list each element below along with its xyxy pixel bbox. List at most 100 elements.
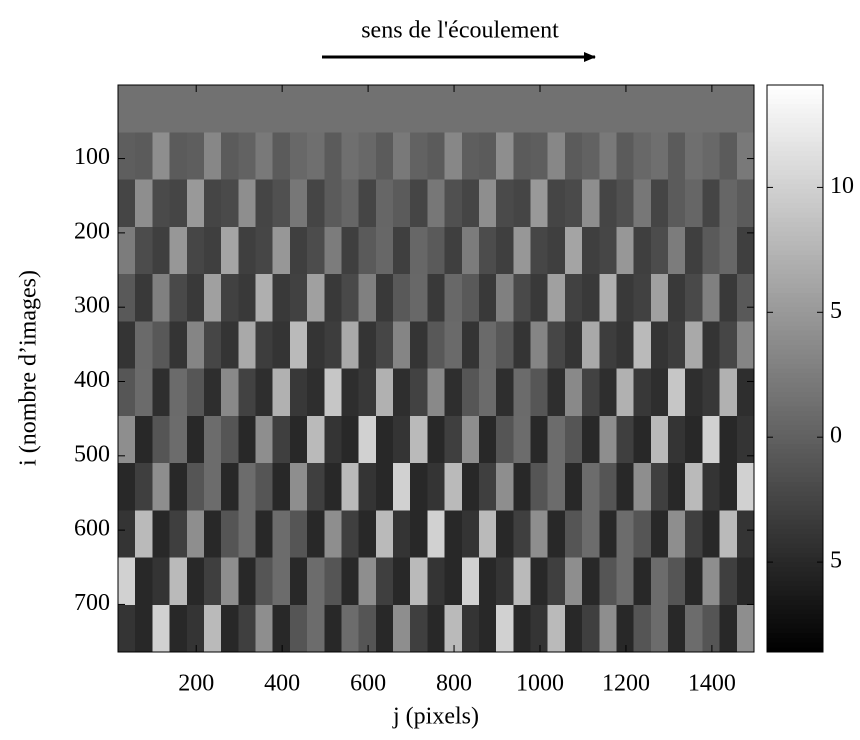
heatmap-cell <box>736 557 755 606</box>
heatmap-cell <box>152 179 171 228</box>
heatmap-cell <box>255 274 274 322</box>
heatmap-cell <box>135 463 153 511</box>
heatmap-cell <box>616 226 635 275</box>
heatmap-cell <box>238 321 257 370</box>
heatmap-cell <box>650 274 669 322</box>
colorbar-step <box>767 236 823 242</box>
colorbar-step <box>767 415 823 422</box>
heatmap-cell <box>203 85 222 133</box>
heatmap-cell <box>685 604 704 653</box>
heatmap-cell <box>668 179 686 228</box>
heatmap-cell <box>616 604 635 653</box>
colorbar-step <box>767 387 823 393</box>
heatmap-cell <box>599 604 618 653</box>
heatmap-cell <box>186 463 205 511</box>
heatmap-cell <box>375 463 394 511</box>
heatmap-cell <box>410 604 429 653</box>
heatmap-cell <box>135 415 153 464</box>
colorbar-step <box>767 557 823 563</box>
heatmap-cell <box>444 510 463 559</box>
colorbar-step <box>767 637 823 644</box>
heatmap-cell <box>272 179 291 228</box>
heatmap-cell <box>599 132 618 181</box>
heatmap-cell <box>547 557 566 606</box>
heatmap-cell <box>496 85 514 133</box>
heatmap-cell <box>685 132 704 181</box>
heatmap-cell <box>582 415 600 464</box>
heatmap-cell <box>650 368 669 417</box>
heatmap-cell <box>616 510 635 559</box>
heatmap-cell <box>135 132 153 181</box>
heatmap-cell <box>702 415 721 464</box>
heatmap-cell <box>736 321 755 370</box>
heatmap-cell <box>496 463 514 511</box>
colorbar-step <box>767 264 823 270</box>
heatmap-cell <box>564 604 583 653</box>
x-tick-label: 400 <box>264 671 300 697</box>
heatmap-cell <box>719 368 738 417</box>
heatmap-cell <box>135 226 153 275</box>
heatmap-cell <box>152 85 171 133</box>
heatmap-cell <box>410 274 429 322</box>
heatmap-cell <box>513 179 532 228</box>
heatmap-cell <box>444 274 463 322</box>
heatmap-cell <box>427 557 446 606</box>
heatmap-cell <box>478 226 497 275</box>
y-tick-label: 200 <box>74 218 110 244</box>
heatmap-cell <box>341 604 360 653</box>
heatmap-cell <box>289 557 308 606</box>
heatmap-cell <box>736 368 755 417</box>
heatmap-cell <box>685 557 704 606</box>
heatmap-cell <box>530 132 549 181</box>
colorbar-step <box>767 562 823 568</box>
colorbar-step <box>767 453 823 459</box>
heatmap-cell <box>513 557 532 606</box>
heatmap-cell <box>135 604 153 653</box>
heatmap-cell <box>135 179 153 228</box>
y-tick-label: 400 <box>74 367 110 393</box>
colorbar-step <box>767 368 823 374</box>
heatmap-cell <box>530 321 549 370</box>
heatmap-cell <box>427 321 446 370</box>
colorbar-step <box>767 363 823 370</box>
heatmap-cell <box>633 463 652 511</box>
heatmap-cell <box>564 415 583 464</box>
heatmap-cell <box>307 557 325 606</box>
heatmap-cell <box>324 85 343 133</box>
colorbar-step <box>767 529 823 535</box>
heatmap-cell <box>582 132 600 181</box>
colorbar-step <box>767 278 823 285</box>
heatmap-cell <box>358 321 377 370</box>
colorbar-step <box>767 274 823 280</box>
colorbar-step <box>767 302 823 308</box>
heatmap-cell <box>393 557 411 606</box>
colorbar-step <box>767 259 823 266</box>
heatmap-cell <box>530 179 549 228</box>
heatmap-cell <box>599 463 618 511</box>
heatmap-cell <box>685 463 704 511</box>
heatmap-cell <box>358 226 377 275</box>
heatmap-cell <box>719 85 738 133</box>
heatmap-cell <box>496 415 514 464</box>
colorbar-step <box>767 184 823 190</box>
heatmap-cell <box>444 179 463 228</box>
heatmap-cell <box>719 132 738 181</box>
heatmap-cell <box>272 85 291 133</box>
heatmap-cell <box>668 274 686 322</box>
heatmap-cell <box>444 604 463 653</box>
colorbar-step <box>767 174 823 181</box>
heatmap-cell <box>616 179 635 228</box>
heatmap-cell <box>358 463 377 511</box>
heatmap-cell <box>702 321 721 370</box>
heatmap-cell <box>118 604 136 653</box>
heatmap-cell <box>410 463 429 511</box>
heatmap-cell <box>427 510 446 559</box>
heatmap-cell <box>478 132 497 181</box>
heatmap-cell <box>341 274 360 322</box>
heatmap-cell <box>358 132 377 181</box>
heatmap-cell <box>169 179 188 228</box>
heatmap-cell <box>668 368 686 417</box>
colorbar-step <box>767 330 823 337</box>
heatmap-cell <box>118 274 136 322</box>
